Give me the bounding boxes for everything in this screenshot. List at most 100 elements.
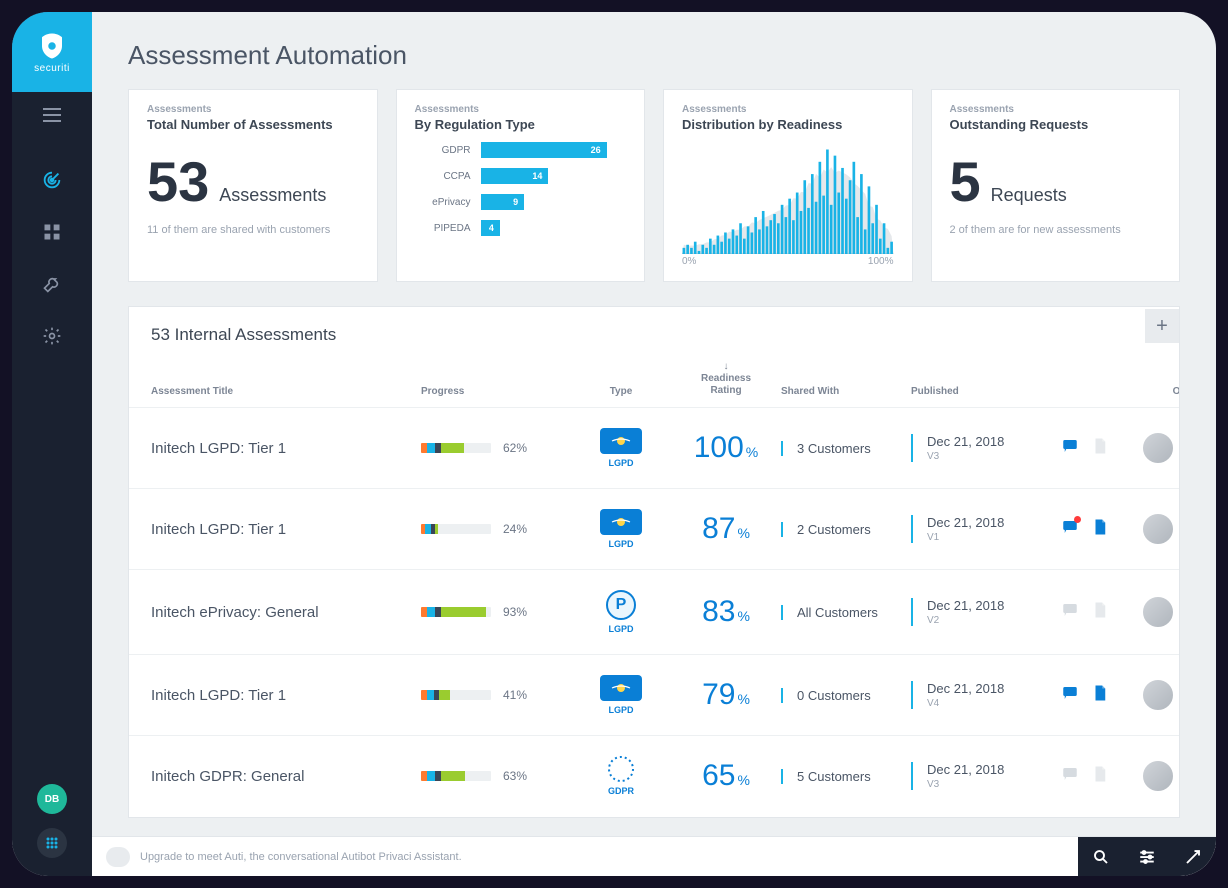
type-label: GDPR (608, 786, 634, 796)
row-action-icons (1061, 437, 1141, 460)
owner-avatar[interactable] (1141, 431, 1175, 465)
comment-icon[interactable] (1061, 518, 1079, 541)
card-eyebrow: Assessments (415, 104, 627, 115)
comment-icon[interactable] (1061, 765, 1079, 788)
card-eyebrow: Assessments (682, 104, 894, 115)
comment-icon[interactable] (1061, 437, 1079, 460)
type-badge (600, 756, 642, 782)
type-label: LGPD (608, 624, 633, 634)
row-title: Initech GDPR: General (151, 768, 421, 785)
progress-bar (421, 443, 491, 453)
hamburger-icon[interactable] (12, 92, 92, 138)
row-title: Initech LGPD: Tier 1 (151, 687, 421, 704)
sliders-icon[interactable] (1124, 837, 1170, 876)
user-avatar-badge[interactable]: DB (37, 784, 67, 814)
search-icon[interactable] (1078, 837, 1124, 876)
table-row[interactable]: Initech GDPR: General63% GDPR 65%5 Custome… (129, 735, 1179, 816)
axis-min: 0% (682, 256, 696, 267)
logo-icon (37, 31, 67, 61)
owner-avatar[interactable] (1141, 512, 1175, 546)
hbar-track: 26 (481, 142, 627, 158)
nav-wrench-icon[interactable] (38, 270, 66, 298)
document-icon[interactable] (1091, 518, 1109, 541)
col-readiness[interactable]: ↓ Readiness Rating (671, 361, 781, 397)
brand-name: securiti (34, 63, 70, 74)
type-badge (600, 428, 642, 454)
owners-cell (1141, 759, 1180, 793)
expand-icon[interactable] (1170, 837, 1216, 876)
type-label: LGPD (608, 458, 633, 468)
shared-cell: 5 Customers (781, 769, 911, 784)
apps-icon[interactable] (37, 828, 67, 858)
main: Assessment Automation Assessments Total … (92, 12, 1216, 876)
table-columns: Assessment Title Progress Type ↓ Readine… (129, 353, 1179, 407)
owner-avatar[interactable] (1141, 678, 1175, 712)
type-cell: LGPD (571, 509, 671, 549)
type-cell: GDPR (571, 756, 671, 796)
card-eyebrow: Assessments (950, 104, 1162, 115)
outstanding-unit: Requests (991, 185, 1067, 206)
card-outstanding: Assessments Outstanding Requests 5 Reque… (931, 89, 1181, 282)
progress-pct: 62% (503, 441, 527, 455)
document-icon[interactable] (1091, 437, 1109, 460)
nav-gear-icon[interactable] (38, 322, 66, 350)
card-distribution: Assessments Distribution by Readiness 0%… (663, 89, 913, 282)
readiness-cell: 83% (671, 595, 781, 629)
col-title: Assessment Title (151, 386, 421, 397)
shared-cell: All Customers (781, 605, 911, 620)
hbar-row: ePrivacy9 (415, 194, 627, 210)
progress-pct: 41% (503, 688, 527, 702)
card-by-regulation: Assessments By Regulation Type GDPR26CCP… (396, 89, 646, 282)
progress-bar (421, 690, 491, 700)
owner-avatar[interactable] (1141, 759, 1175, 793)
progress-bar (421, 771, 491, 781)
outstanding-footnote: 2 of them are for new assessments (950, 224, 1162, 236)
comment-icon[interactable] (1061, 684, 1079, 707)
progress-cell: 93% (421, 605, 571, 619)
table-body: Initech LGPD: Tier 162%LGPD100%3 Custome… (129, 407, 1179, 816)
owner-avatar[interactable] (1141, 595, 1175, 629)
table-row[interactable]: Initech LGPD: Tier 1 41% LGPD79%0 Customer… (129, 654, 1179, 735)
progress-cell: 63% (421, 769, 571, 783)
page-title: Assessment Automation (92, 12, 1216, 89)
type-cell: LGPD (571, 675, 671, 715)
type-label: LGPD (608, 539, 633, 549)
shared-cell: 0 Customers (781, 688, 911, 703)
table-row[interactable]: Initech LGPD: Tier 162%LGPD100%3 Custome… (129, 407, 1179, 488)
type-cell: P LGPD (571, 590, 671, 634)
document-icon[interactable] (1091, 765, 1109, 788)
nav-radar-icon[interactable] (38, 166, 66, 194)
type-badge: P (606, 590, 636, 620)
chat-upgrade[interactable]: Upgrade to meet Auti, the conversational… (92, 837, 1078, 876)
published-cell: Dec 21, 2018V3 (911, 762, 1061, 790)
type-badge (600, 675, 642, 701)
document-icon[interactable] (1091, 684, 1109, 707)
readiness-cell: 79% (671, 678, 781, 712)
comment-icon[interactable] (1061, 601, 1079, 624)
axis-max: 100% (868, 256, 894, 267)
owners-cell (1141, 431, 1180, 465)
add-button[interactable]: + (1145, 309, 1179, 343)
bottom-icons (1078, 837, 1216, 876)
progress-pct: 24% (503, 522, 527, 536)
owners-cell: +2 (1141, 512, 1180, 546)
card-eyebrow: Assessments (147, 104, 359, 115)
device-frame: securiti DB Assessment (12, 12, 1216, 876)
progress-pct: 93% (503, 605, 527, 619)
published-cell: Dec 21, 2018V1 (911, 515, 1061, 543)
card-total-assessments: Assessments Total Number of Assessments … (128, 89, 378, 282)
logo-tile[interactable]: securiti (12, 12, 92, 92)
card-title: By Regulation Type (415, 117, 627, 132)
type-cell: LGPD (571, 428, 671, 468)
row-action-icons (1061, 518, 1141, 541)
readiness-cell: 65% (671, 759, 781, 793)
document-icon[interactable] (1091, 601, 1109, 624)
row-action-icons (1061, 765, 1141, 788)
bottom-bar: Upgrade to meet Auti, the conversational… (92, 836, 1216, 876)
col-owners: Owners (1141, 386, 1180, 397)
col-progress: Progress (421, 386, 571, 397)
col-type: Type (571, 386, 671, 397)
nav-dashboard-icon[interactable] (38, 218, 66, 246)
table-row[interactable]: Initech ePrivacy: General93%PLGPD83%All … (129, 569, 1179, 654)
table-row[interactable]: Initech LGPD: Tier 124%LGPD87%2 Customer… (129, 488, 1179, 569)
